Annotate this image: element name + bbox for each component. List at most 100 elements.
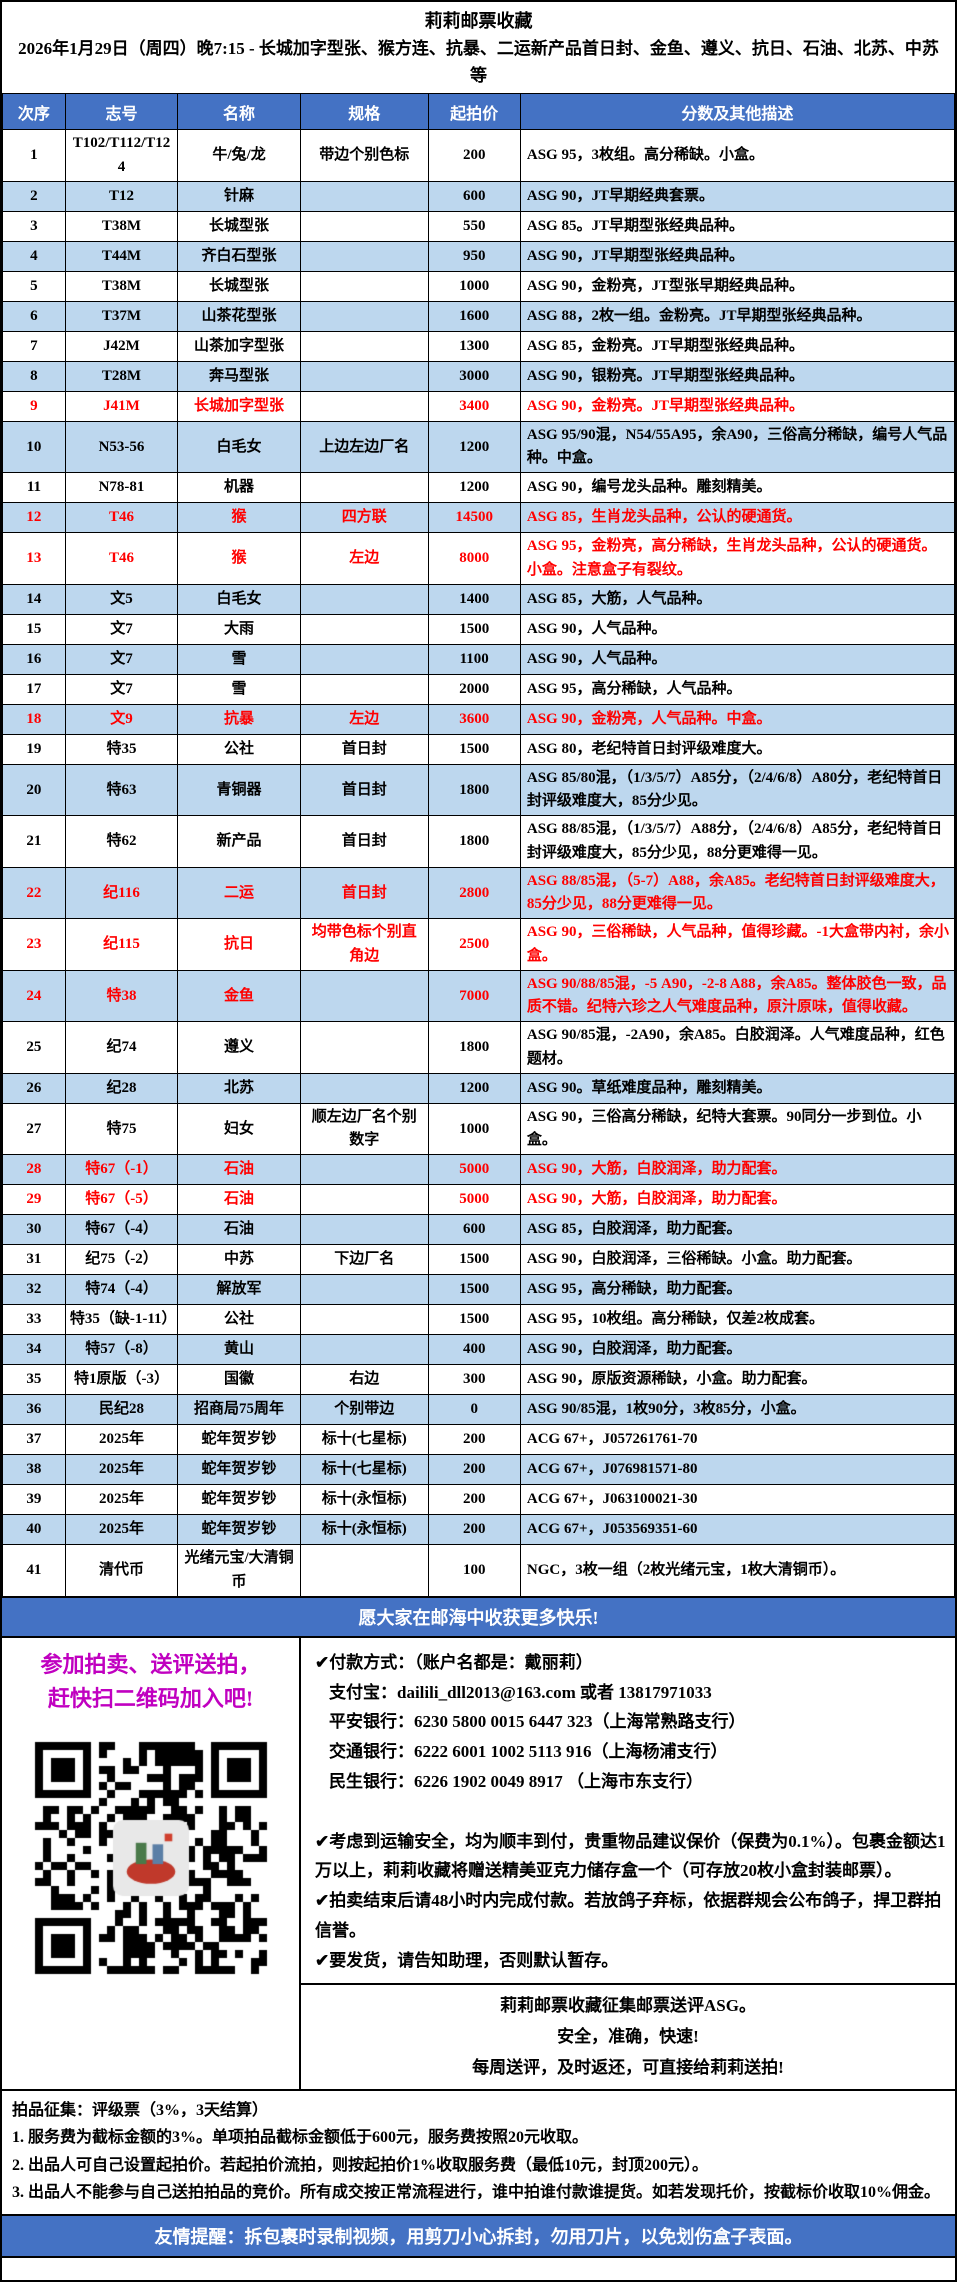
cell-catalog-id: 清代币	[64, 1544, 179, 1597]
cell-start-price: 2800	[427, 866, 521, 920]
cell-name: 光绪元宝/大清铜币	[177, 1544, 301, 1597]
table-row: 10 N53-56 白毛女 上边左边厂名 1200 ASG 95/90混，N54/55A9…	[2, 420, 956, 474]
cell-name: 北苏	[177, 1072, 301, 1104]
cell-no: 5	[2, 270, 66, 302]
cell-spec	[299, 210, 429, 242]
cell-description: ACG 67+，J076981571-80	[519, 1454, 956, 1486]
qr-wrap	[8, 1726, 293, 1995]
cell-no: 31	[2, 1244, 66, 1276]
cell-catalog-id: 特75	[64, 1102, 179, 1156]
cell-start-price: 600	[427, 1214, 521, 1246]
table-row: 41 清代币 光绪元宝/大清铜币 100 NGC，3枚一组（2枚光绪元宝，1枚大清铜币）…	[2, 1544, 956, 1597]
cell-description: ASG 90，大筋，白胶润泽，助力配套。	[519, 1184, 956, 1216]
cell-catalog-id: 文9	[64, 703, 179, 735]
cell-spec: 四方联	[299, 502, 429, 534]
cell-no: 28	[2, 1154, 66, 1186]
qr-code[interactable]	[18, 1726, 283, 1991]
cell-no: 16	[2, 643, 66, 675]
cell-catalog-id: T38M	[64, 210, 179, 242]
cell-no: 13	[2, 532, 66, 585]
payment-note: ✔考虑到运输安全，均为顺丰到付，贵重物品建议保价（保费为0.1%）。包裹金额达1…	[315, 1831, 946, 1881]
table-row: 35 特1原版（-3） 国徽 右边 300 ASG 90，原版资源稀缺，小盒。助力配套。	[2, 1364, 956, 1396]
cell-name: 石油	[177, 1184, 301, 1216]
table-row: 38 2025年 蛇年贺岁钞 标十(七星标) 200 ACG 67+，J076981571…	[2, 1454, 956, 1486]
cell-spec	[299, 1334, 429, 1366]
cell-description: ASG 90，原版资源稀缺，小盒。助力配套。	[519, 1364, 956, 1396]
cell-name: 金鱼	[177, 969, 301, 1023]
column-header: 起拍价	[427, 93, 521, 131]
table-row: 26 纪28 北苏 1200 ASG 90。草纸难度品种，雕刻精美。	[2, 1072, 956, 1104]
bottom-strip	[2, 2257, 955, 2280]
cell-name: 猴	[177, 502, 301, 534]
table-row: 7 J42M 山茶加字型张 1300 ASG 85，金粉亮。JT早期型张经典品种。	[2, 330, 956, 362]
cell-name: 遵义	[177, 1021, 301, 1074]
cell-catalog-id: T46	[64, 532, 179, 585]
cell-catalog-id: 特74（-4）	[64, 1274, 179, 1306]
cell-description: ASG 95/90混，N54/55A95，余A90，三俗高分稀缺，编号人气品种。…	[519, 420, 956, 474]
cell-start-price: 1500	[427, 733, 521, 765]
cell-start-price: 950	[427, 240, 521, 272]
cell-no: 39	[2, 1484, 66, 1516]
cell-start-price: 1800	[427, 815, 521, 868]
cell-spec: 标十(七星标)	[299, 1424, 429, 1456]
column-header: 分数及其他描述	[519, 93, 956, 131]
cell-start-price: 1000	[427, 1102, 521, 1156]
cell-catalog-id: 特63	[64, 763, 179, 817]
cell-spec	[299, 1072, 429, 1104]
cell-name: 长城型张	[177, 270, 301, 302]
cell-no: 6	[2, 300, 66, 332]
table-row: 19 特35 公社 首日封 1500 ASG 80，老纪特首日封评级难度大。	[2, 733, 956, 765]
cell-spec: 右边	[299, 1364, 429, 1396]
rules-section: 拍品征集：评级票（3%，3天结算） 1. 服务费为截标金额的3%。单项拍品截标金…	[2, 2089, 955, 2214]
cell-spec: 带边个别色标	[299, 129, 429, 182]
cell-description: ASG 85，金粉亮。JT早期型张经典品种。	[519, 330, 956, 362]
cell-description: ASG 90，银粉亮。JT早期型张经典品种。	[519, 360, 956, 392]
cell-no: 18	[2, 703, 66, 735]
cell-description: ASG 90，大筋，白胶润泽，助力配套。	[519, 1154, 956, 1186]
cell-spec	[299, 1304, 429, 1336]
cell-start-price: 14500	[427, 502, 521, 534]
table-row: 17 文7 雪 2000 ASG 95，高分稀缺，人气品种。	[2, 673, 956, 705]
cell-no: 32	[2, 1274, 66, 1306]
table-header-row: 次序 志号 名称 规格 起拍价 分数及其他描述	[2, 93, 956, 131]
cell-no: 24	[2, 969, 66, 1023]
cell-no: 36	[2, 1394, 66, 1426]
cell-description: ASG 85，白胶润泽，助力配套。	[519, 1214, 956, 1246]
cell-start-price: 1200	[427, 472, 521, 504]
cell-start-price: 1500	[427, 1274, 521, 1306]
table-row: 34 特57（-8） 黄山 400 ASG 90，白胶润泽，助力配套。	[2, 1334, 956, 1366]
cell-spec	[299, 1021, 429, 1074]
cell-name: 机器	[177, 472, 301, 504]
cell-name: 黄山	[177, 1334, 301, 1366]
payment-note: ✔拍卖结束后请48小时内完成付款。若放鸽子弃标，依据群规会公布鸽子，捍卫群拍信誉…	[315, 1891, 942, 1940]
page-subtitle: 2026年1月29日（周四）晚7:15 - 长城加字型张、猴方连、抗暴、二运新产…	[18, 39, 939, 86]
cell-no: 11	[2, 472, 66, 504]
cell-no: 15	[2, 613, 66, 645]
info-section: 参加拍卖、送评送拍， 赶快扫二维码加入吧! ✔付款方式：（账户名都是：戴丽莉） 支…	[2, 1637, 955, 2090]
cell-catalog-id: N53-56	[64, 420, 179, 474]
cell-name: 抗日	[177, 918, 301, 971]
cell-catalog-id: 特67（-5）	[64, 1184, 179, 1216]
wish-banner: 愿大家在邮海中收获更多快乐!	[2, 1596, 955, 1638]
cell-spec	[299, 969, 429, 1023]
cell-spec: 标十(永恒标)	[299, 1514, 429, 1546]
cell-catalog-id: 纪115	[64, 918, 179, 971]
cell-start-price: 0	[427, 1394, 521, 1426]
cell-catalog-id: J42M	[64, 330, 179, 362]
cell-description: ASG 85，生肖龙头品种，公认的硬通货。	[519, 502, 956, 534]
cell-name: 新产品	[177, 815, 301, 868]
cell-start-price: 400	[427, 1334, 521, 1366]
cell-no: 40	[2, 1514, 66, 1546]
cell-description: ASG 88/85混，（1/3/5/7）A88分，（2/4/6/8）A85分，老…	[519, 815, 956, 868]
table-row: 33 特35（缺-1-11） 公社 1500 ASG 95，10枚组。高分稀缺，仅差2枚…	[2, 1304, 956, 1336]
cell-catalog-id: J41M	[64, 390, 179, 422]
table-row: 1 T102/T112/T124 牛/兔/龙 带边个别色标 200 ASG 95，3枚组。…	[2, 129, 956, 182]
cell-no: 35	[2, 1364, 66, 1396]
cell-description: ASG 95，3枚组。高分稀缺。小盒。	[519, 129, 956, 182]
cell-description: ASG 90，白胶润泽，三俗稀缺。小盒。助力配套。	[519, 1244, 956, 1276]
cell-catalog-id: 特67（-1）	[64, 1154, 179, 1186]
cell-description: ASG 90，JT早期型张经典品种。	[519, 240, 956, 272]
cell-spec	[299, 1544, 429, 1597]
cell-name: 蛇年贺岁钞	[177, 1514, 301, 1546]
